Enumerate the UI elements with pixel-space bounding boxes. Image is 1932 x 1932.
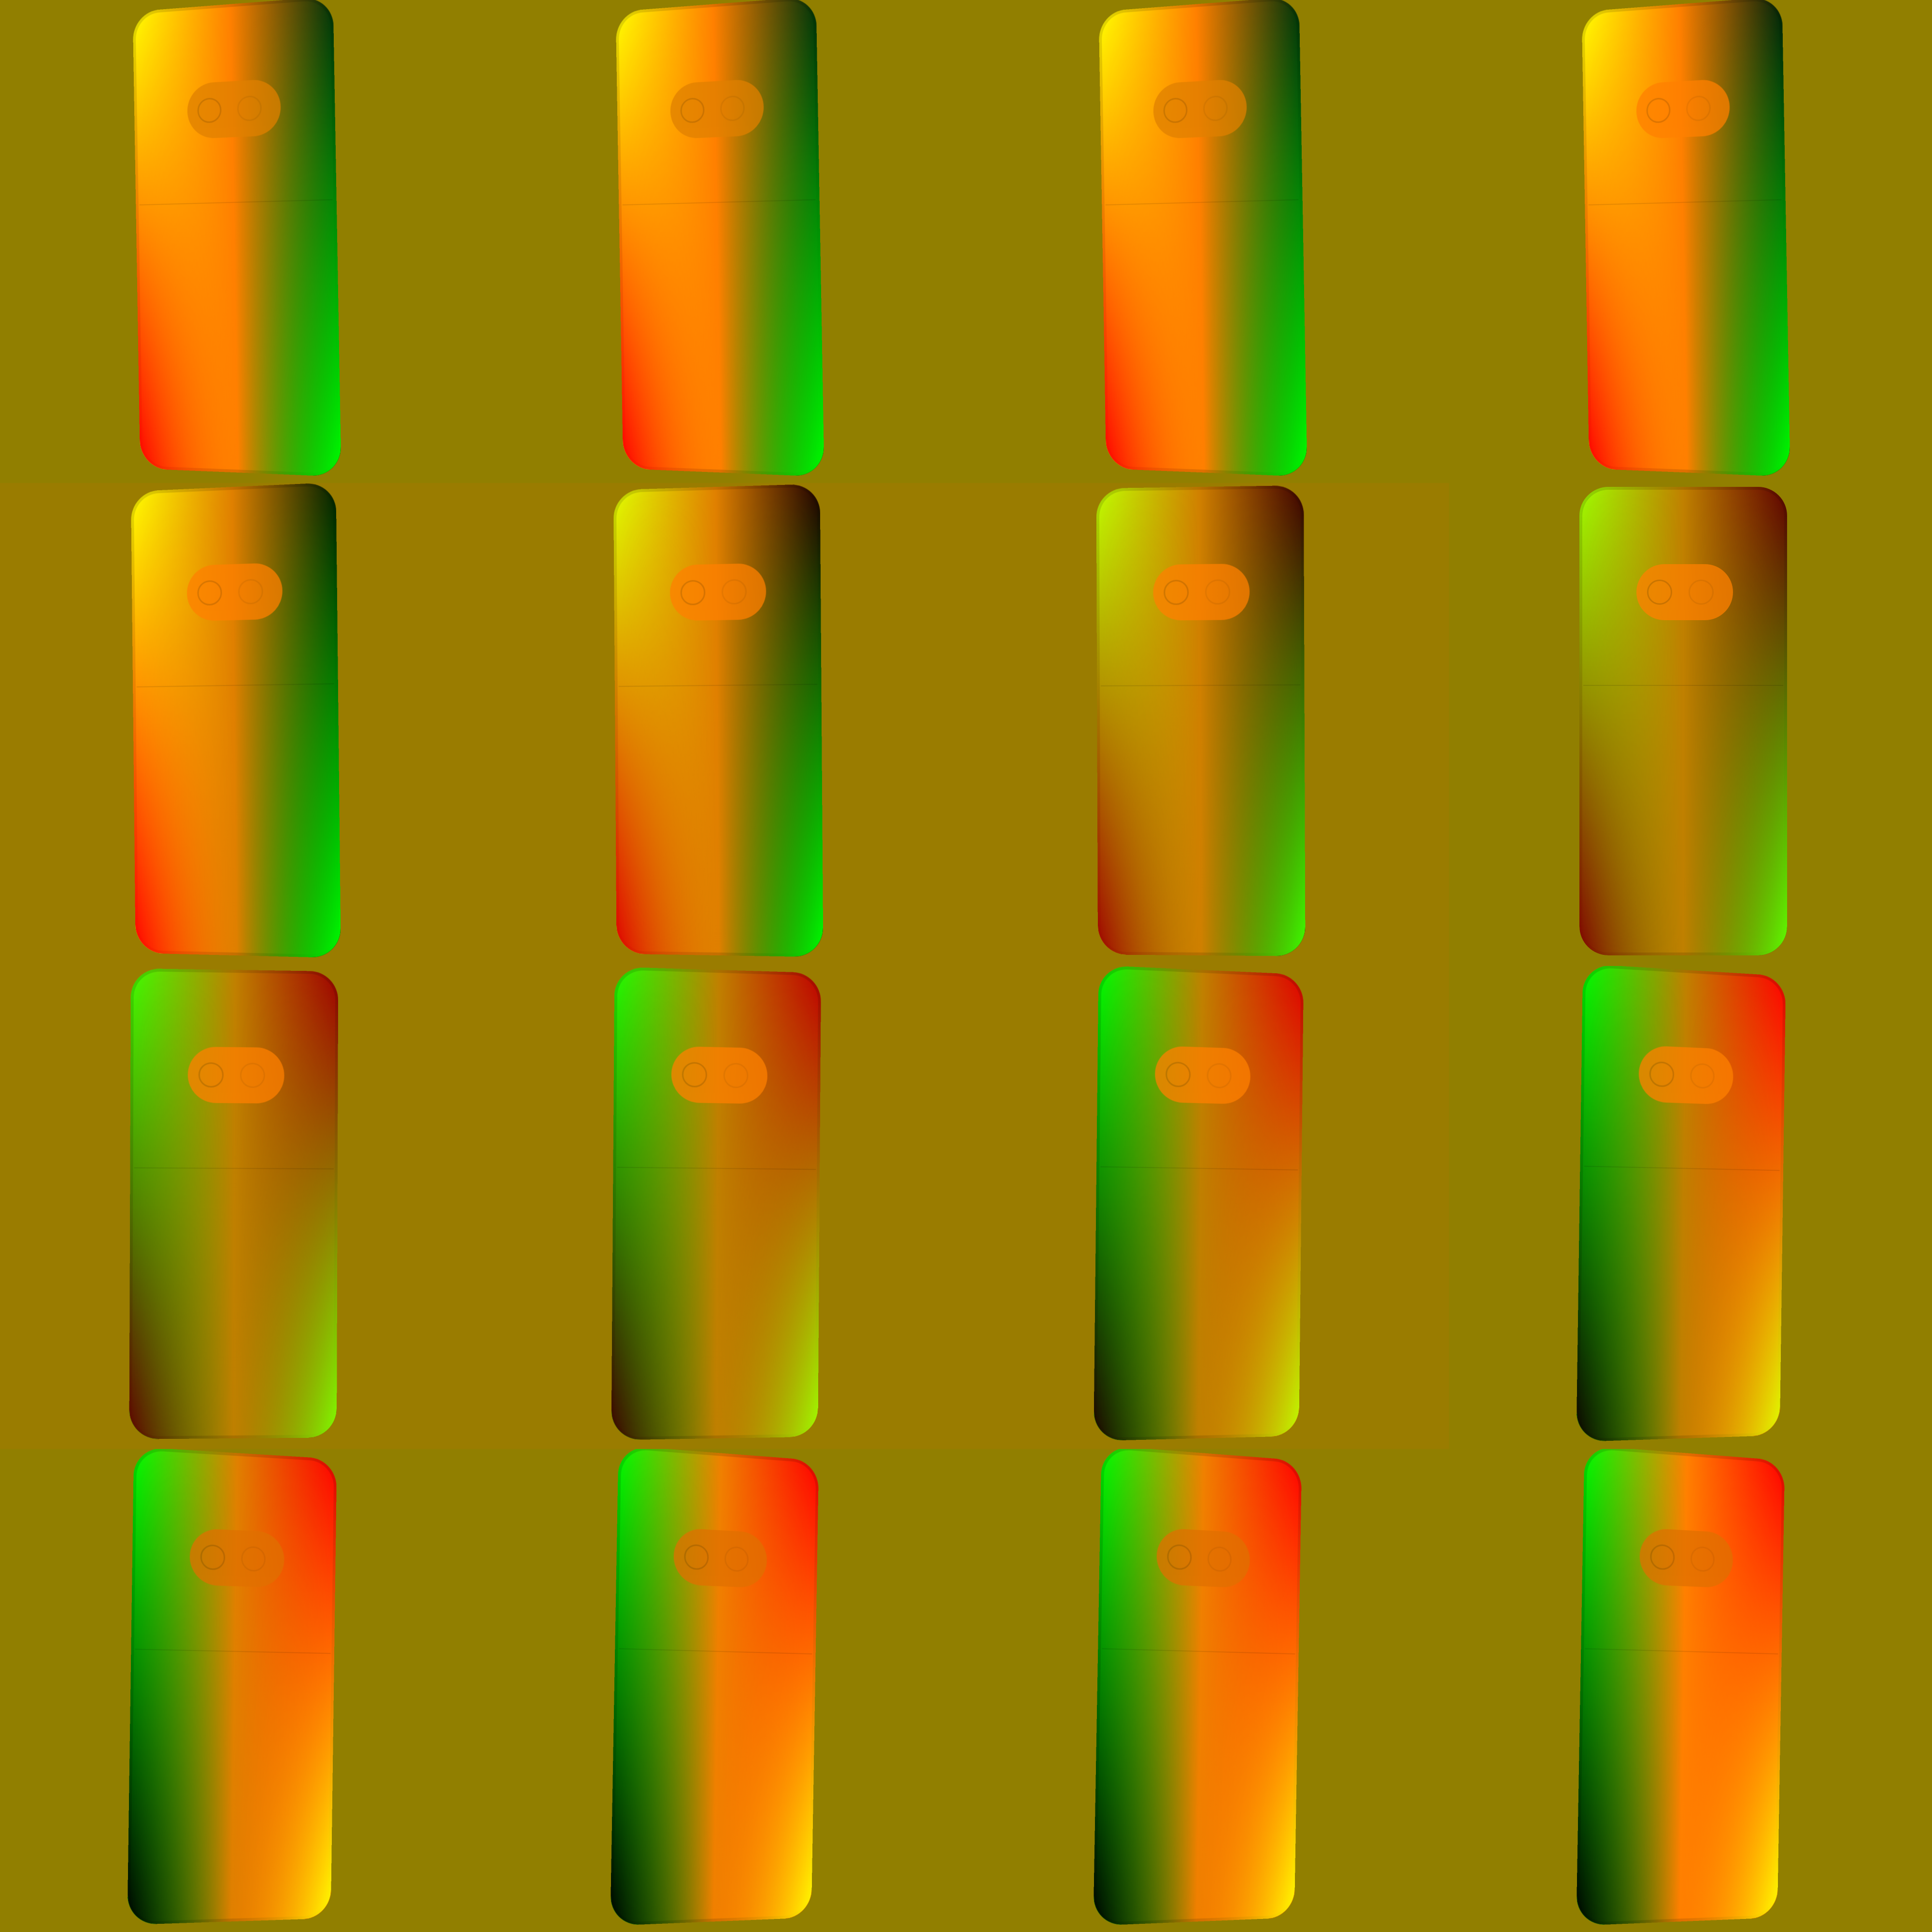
flash-icon <box>240 1063 265 1088</box>
grid-cell <box>483 483 966 966</box>
camera-lens-icon <box>197 97 221 123</box>
phone-gradient-overlay <box>1582 0 1790 477</box>
phone-gradient-overlay <box>127 1449 337 1925</box>
phone-1-1 <box>133 0 341 477</box>
phone-1-4 <box>1582 0 1790 477</box>
flash-icon <box>720 95 745 122</box>
grid-cell <box>966 483 1449 966</box>
grid-cell <box>483 1449 966 1932</box>
camera-lens-icon <box>1647 580 1672 605</box>
flash-icon <box>724 1546 749 1572</box>
phone-4-3 <box>1093 1449 1302 1926</box>
camera-module-icon <box>1155 1046 1251 1105</box>
grid-cell <box>1449 966 1932 1449</box>
camera-module-icon <box>187 563 283 622</box>
camera-lens-icon <box>1646 97 1670 123</box>
grid-cell <box>1449 0 1932 483</box>
flash-icon <box>1205 579 1230 605</box>
camera-lens-icon <box>1163 97 1187 123</box>
phone-gradient-overlay <box>1576 1449 1785 1926</box>
camera-lens-icon <box>1649 1061 1674 1087</box>
camera-module-icon <box>1638 1045 1733 1105</box>
camera-lens-icon <box>684 1544 709 1570</box>
phone-1-3 <box>1099 0 1307 477</box>
grid-cell <box>0 1449 483 1932</box>
phone-gradient-overlay <box>611 967 821 1440</box>
phone-gradient-overlay <box>133 0 341 477</box>
grid-cell <box>0 966 483 1449</box>
phone-1-2 <box>616 0 824 477</box>
phone-3-2 <box>611 967 821 1440</box>
camera-lens-icon <box>1164 580 1189 605</box>
camera-module-icon <box>670 563 767 621</box>
camera-lens-icon <box>1650 1544 1675 1570</box>
grid-cell <box>483 0 966 483</box>
camera-lens-icon <box>682 1062 707 1087</box>
camera-lens-icon <box>681 580 706 606</box>
flash-icon <box>1207 1063 1232 1088</box>
camera-module-icon <box>188 1047 284 1104</box>
camera-lens-icon <box>200 1544 225 1570</box>
phone-gradient-overlay <box>1096 485 1306 956</box>
flash-icon <box>1686 95 1711 122</box>
flash-icon <box>238 579 263 605</box>
grid-cell <box>966 1449 1449 1932</box>
camera-module-icon <box>1153 78 1247 139</box>
phone-3-4 <box>1576 966 1786 1442</box>
body-seam-line <box>1583 685 1783 686</box>
flash-icon <box>1690 1063 1715 1089</box>
camera-module-icon <box>1156 1528 1250 1589</box>
phone-gradient-overlay <box>131 483 341 958</box>
flash-icon <box>1203 95 1228 122</box>
phone-gradient-overlay <box>1576 966 1786 1442</box>
phone-2-2 <box>613 484 823 957</box>
camera-lens-icon <box>197 580 222 606</box>
flash-icon <box>724 1063 749 1088</box>
camera-lens-icon <box>1167 1544 1192 1570</box>
grid-cell <box>0 0 483 483</box>
camera-module-icon <box>670 78 764 139</box>
phone-gradient-overlay <box>610 1449 819 1926</box>
phone-4-4 <box>1576 1449 1785 1926</box>
flash-icon <box>1690 1546 1715 1572</box>
camera-module-icon <box>1639 1528 1733 1589</box>
flash-icon <box>722 579 747 605</box>
phone-2-1 <box>131 483 341 958</box>
flash-icon <box>1208 1546 1232 1572</box>
phone-4-2 <box>610 1449 819 1926</box>
camera-module-icon <box>1153 564 1250 621</box>
camera-lens-icon <box>199 1062 224 1088</box>
phone-2-3 <box>1096 485 1306 956</box>
phone-gradient-overlay <box>616 0 824 477</box>
grid-cell <box>966 0 1449 483</box>
grid-cell <box>1449 1449 1932 1932</box>
phone-gradient-overlay <box>129 968 338 1439</box>
grid-cell <box>0 483 483 966</box>
camera-module-icon <box>189 1528 284 1588</box>
flash-icon <box>241 1546 266 1572</box>
grid-cell <box>1449 483 1932 966</box>
phone-4-1 <box>127 1449 337 1925</box>
phone-3-1 <box>129 968 338 1439</box>
camera-lens-icon <box>1165 1062 1191 1088</box>
camera-module-icon <box>1636 564 1733 620</box>
flash-icon <box>1689 580 1714 605</box>
camera-module-icon <box>1636 78 1730 139</box>
phone-gradient-overlay <box>1093 1449 1302 1926</box>
phone-2-4 <box>1579 487 1787 955</box>
camera-module-icon <box>187 78 281 139</box>
phone-gradient-overlay <box>1579 487 1787 955</box>
phone-gradient-overlay <box>1094 966 1304 1441</box>
camera-module-icon <box>671 1046 768 1104</box>
phone-gradient-overlay <box>1099 0 1307 477</box>
grid-cell <box>966 966 1449 1449</box>
flash-icon <box>237 95 262 122</box>
phone-gradient-overlay <box>613 484 823 957</box>
camera-module-icon <box>673 1528 767 1589</box>
phone-3-3 <box>1094 966 1304 1441</box>
grid-cell <box>483 966 966 1449</box>
camera-lens-icon <box>680 97 704 123</box>
